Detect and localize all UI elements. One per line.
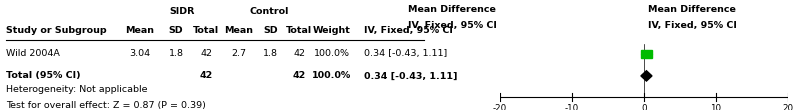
Text: Mean: Mean bbox=[224, 26, 253, 35]
Text: Control: Control bbox=[250, 7, 290, 16]
Text: Total: Total bbox=[286, 26, 312, 35]
Text: 42: 42 bbox=[293, 71, 306, 80]
Text: IV, Fixed, 95% CI: IV, Fixed, 95% CI bbox=[364, 26, 453, 35]
Polygon shape bbox=[641, 71, 652, 81]
Text: -20: -20 bbox=[493, 104, 507, 110]
Text: 3.04: 3.04 bbox=[130, 49, 150, 58]
Text: 10: 10 bbox=[710, 104, 722, 110]
Text: Mean Difference: Mean Difference bbox=[408, 5, 496, 14]
Text: 42: 42 bbox=[293, 49, 306, 58]
Text: 20: 20 bbox=[782, 104, 794, 110]
Text: Study or Subgroup: Study or Subgroup bbox=[6, 26, 107, 35]
Text: 0.34 [-0.43, 1.11]: 0.34 [-0.43, 1.11] bbox=[364, 49, 447, 58]
Text: SD: SD bbox=[263, 26, 278, 35]
Text: 42: 42 bbox=[200, 49, 213, 58]
Text: 100.0%: 100.0% bbox=[312, 71, 352, 80]
Text: 2.7: 2.7 bbox=[231, 49, 246, 58]
Text: Wild 2004A: Wild 2004A bbox=[6, 49, 60, 58]
Text: SD: SD bbox=[169, 26, 183, 35]
Text: 0.34 [-0.43, 1.11]: 0.34 [-0.43, 1.11] bbox=[364, 71, 458, 80]
Text: -10: -10 bbox=[565, 104, 579, 110]
Text: 100.0%: 100.0% bbox=[314, 49, 350, 58]
Text: Mean: Mean bbox=[126, 26, 154, 35]
Text: SIDR: SIDR bbox=[169, 7, 194, 16]
Text: 42: 42 bbox=[200, 71, 213, 80]
Text: Weight: Weight bbox=[313, 26, 351, 35]
Text: Total (95% CI): Total (95% CI) bbox=[6, 71, 81, 80]
Text: 1.8: 1.8 bbox=[169, 49, 183, 58]
Text: 0: 0 bbox=[641, 104, 647, 110]
Text: IV, Fixed, 95% CI: IV, Fixed, 95% CI bbox=[648, 21, 737, 30]
Text: Heterogeneity: Not applicable: Heterogeneity: Not applicable bbox=[6, 85, 148, 94]
Text: Mean Difference: Mean Difference bbox=[648, 5, 736, 14]
Bar bbox=[641, 50, 652, 58]
Text: IV, Fixed, 95% CI: IV, Fixed, 95% CI bbox=[408, 21, 497, 30]
Text: Test for overall effect: Z = 0.87 (P = 0.39): Test for overall effect: Z = 0.87 (P = 0… bbox=[6, 101, 206, 110]
Text: 1.8: 1.8 bbox=[263, 49, 278, 58]
Text: Total: Total bbox=[194, 26, 219, 35]
